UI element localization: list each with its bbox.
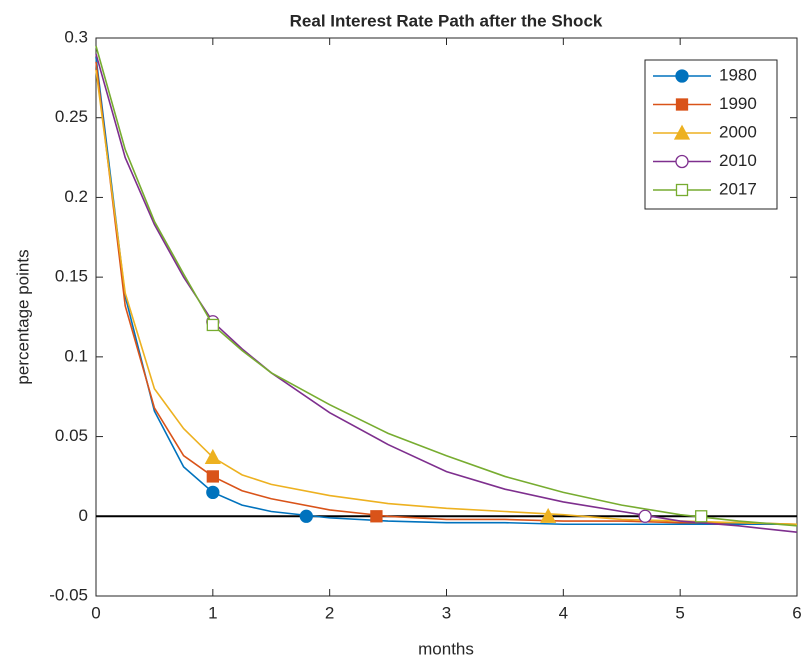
line (95, 57, 797, 526)
legend-label: 2000 (719, 122, 757, 141)
legend-marker (675, 183, 689, 197)
marker (638, 509, 652, 523)
marker (540, 507, 557, 523)
y-tick-label: 0 (79, 506, 88, 525)
y-axis-label: percentage points (13, 249, 32, 384)
y-tick-label: 0.05 (55, 426, 88, 445)
legend-label: 1990 (719, 94, 757, 113)
legend-marker (673, 124, 691, 140)
y-tick-label: 0.3 (64, 27, 88, 46)
legend-label: 2017 (719, 179, 757, 198)
marker (204, 448, 221, 464)
marker (206, 470, 219, 483)
line (95, 61, 798, 526)
legend-label: 2010 (719, 151, 757, 170)
legend-box (644, 59, 778, 210)
marker (206, 485, 220, 500)
x-tick-label: 4 (559, 603, 568, 622)
marker (370, 510, 383, 523)
legend-marker (675, 98, 689, 111)
x-tick-label: 1 (208, 603, 217, 622)
x-tick-label: 2 (325, 603, 334, 622)
x-tick-label: 0 (91, 603, 100, 622)
chart-title: Real Interest Rate Path after the Shock (290, 11, 603, 30)
x-axis-label: months (418, 639, 474, 658)
legend-marker (675, 69, 689, 83)
marker (206, 318, 219, 332)
y-tick-label: 0.2 (64, 187, 88, 206)
x-tick-label: 5 (675, 603, 684, 622)
y-tick-label: 0.15 (55, 267, 88, 286)
marker (695, 510, 708, 523)
y-tick-label: 0.1 (64, 346, 88, 365)
line (95, 45, 798, 527)
x-tick-label: 6 (792, 603, 801, 622)
legend: 1980 1990 2000 2010 2017 (644, 59, 778, 210)
legend-label: 1980 (719, 65, 757, 84)
line (95, 69, 798, 526)
y-tick-label: -0.05 (49, 585, 88, 604)
x-tick-label: 3 (442, 603, 451, 622)
marker (299, 509, 313, 523)
y-tick-label: 0.25 (55, 107, 88, 126)
legend-marker (675, 154, 689, 169)
